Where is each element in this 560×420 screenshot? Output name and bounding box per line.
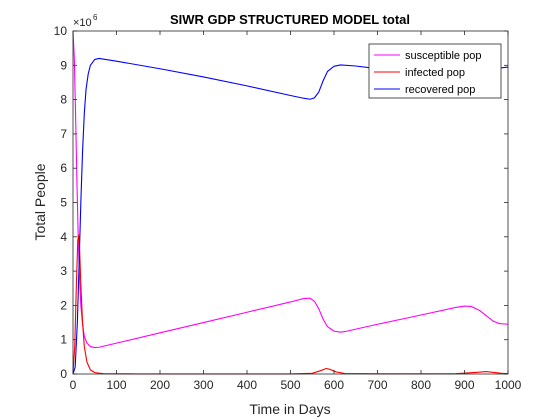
legend-label-recovered: recovered pop [405,84,475,96]
y-tick-label: 3 [60,264,67,278]
y-tick-label: 1 [60,333,67,347]
y-tick-label: 7 [60,127,67,141]
x-tick-label: 1000 [495,378,522,392]
chart-title: SIWR GDP STRUCTURED MODEL total [170,12,410,27]
susceptible-pop-line [72,31,509,349]
y-tick-label: 0 [60,367,67,381]
x-tick-label: 500 [280,378,300,392]
x-tick-label: 400 [237,378,257,392]
x-tick-label: 600 [324,378,344,392]
y-tick-label: 5 [60,196,67,210]
legend: susceptible pop infected pop recovered p… [368,43,502,99]
x-tick-label: 100 [106,378,126,392]
y-tick-label: 8 [60,93,67,107]
y-axis: 0 1 2 3 4 5 6 7 8 9 10 [54,24,508,381]
x-tick-label: 900 [454,378,474,392]
x-tick-label: 700 [367,378,387,392]
y-tick-label: 6 [60,161,67,175]
x-axis-label: Time in Days [249,401,330,417]
x-tick-label: 200 [150,378,170,392]
legend-label-infected: infected pop [405,67,465,79]
y-axis-label: Total People [32,163,48,240]
x-axis: 0 100 200 300 400 500 600 700 800 900 1000 [70,31,522,392]
y-tick-label: 2 [60,298,67,312]
x-tick-label: 800 [411,378,431,392]
y-scale-exponent: 6 [93,13,98,22]
x-tick-label: 0 [70,378,77,392]
y-tick-label: 4 [60,230,67,244]
legend-label-susceptible: susceptible pop [405,50,481,62]
x-tick-label: 300 [193,378,213,392]
y-scale-multiplier: ×10 [73,17,92,29]
y-tick-label: 10 [54,24,68,38]
y-tick-label: 9 [60,58,67,72]
